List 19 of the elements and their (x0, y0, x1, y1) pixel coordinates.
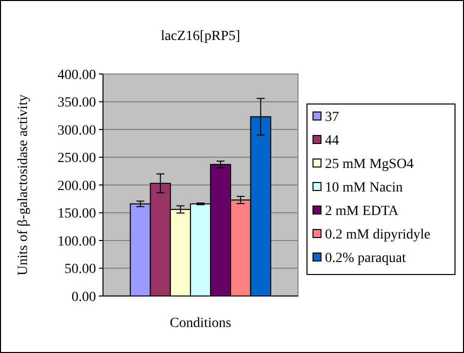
y-tick-label: 0.00 (72, 290, 96, 305)
x-axis-title: Conditions (170, 316, 232, 331)
legend-label: 2 mM EDTA (325, 204, 400, 219)
chart-title: lacZ16[pRP5] (160, 29, 240, 44)
legend-label: 10 mM Nacin (325, 180, 403, 196)
legend-label: 44 (325, 133, 339, 148)
y-tick-label: 300.00 (58, 123, 96, 138)
y-tick-label: 400.00 (58, 68, 96, 83)
y-axis-title: Units of β-galactosidase activity (16, 94, 31, 276)
y-tick-label: 50.00 (64, 262, 96, 278)
y-tick-label: 350.00 (58, 96, 96, 111)
y-tick-label: 200.00 (58, 178, 96, 194)
legend-label: 25 mM MgSO4 (325, 156, 414, 172)
legend-label: 0.2 mM dipyridyle (325, 227, 430, 242)
legend-label: 37 (325, 110, 339, 125)
y-tick-label: 100.00 (58, 234, 96, 250)
y-tick-label: 150.00 (58, 206, 96, 222)
legend-label: 0.2% paraquat (325, 250, 406, 266)
y-tick-label: 250.00 (58, 151, 96, 166)
